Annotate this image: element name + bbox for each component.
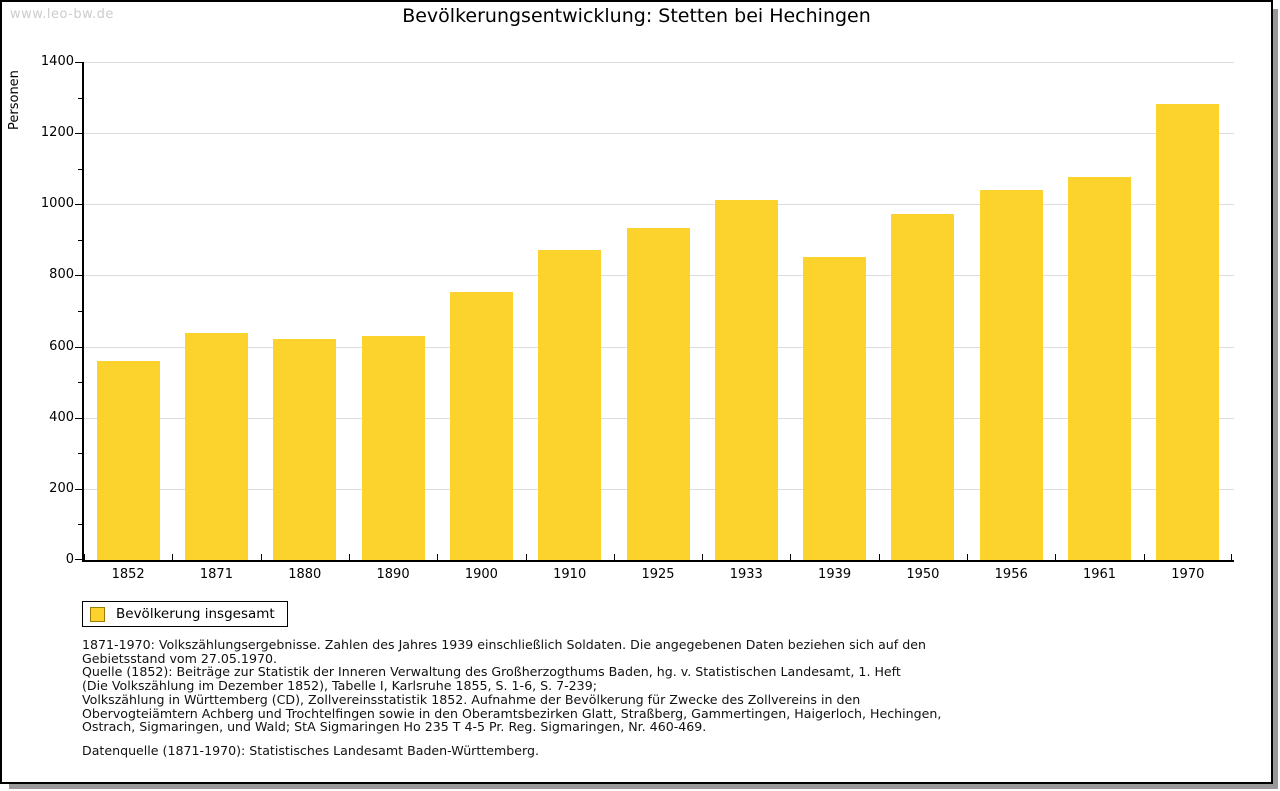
x-axis-label-1890: 1890 <box>376 567 410 582</box>
y-tick-minor-300 <box>78 453 82 455</box>
footnote-line-4: (Die Volkszählung im Dezember 1852), Tab… <box>82 678 597 694</box>
bar-1925 <box>626 228 690 560</box>
y-tick-major-1400 <box>75 62 82 63</box>
x-tick-5 <box>525 554 527 560</box>
watermark: www.leo-bw.de <box>10 7 114 22</box>
x-tick-7 <box>702 554 704 560</box>
y-tick-major-600 <box>75 346 82 348</box>
x-tick-0 <box>84 554 85 560</box>
y-tick-major-1200 <box>75 133 82 135</box>
x-tick-2 <box>260 554 262 560</box>
x-axis-label-1950: 1950 <box>906 567 940 582</box>
legend-swatch-icon <box>90 606 105 622</box>
footnote-line-2: Gebietsstand vom 27.05.1970. <box>82 650 277 666</box>
x-axis-label-1933: 1933 <box>729 567 763 582</box>
x-axis-label-1910: 1910 <box>553 567 587 582</box>
footnote-line-3: Quelle (1852): Beiträge zur Statistik de… <box>82 664 901 680</box>
legend: Bevölkerung insgesamt <box>82 601 288 627</box>
bar-1950 <box>891 214 955 560</box>
y-axis-label-800: 800 <box>49 267 74 283</box>
bar-1910 <box>538 250 602 560</box>
x-tick-12 <box>1143 554 1145 560</box>
y-axis-title: Personen <box>7 70 22 130</box>
y-tick-minor-1100 <box>78 168 82 170</box>
footnote-line-1: 1871-1970: Volkszählungsergebnisse. Zahl… <box>82 637 926 652</box>
y-tick-major-0 <box>75 559 82 560</box>
footnote-line-7: Ostrach, Sigmaringen, und Wald; StA Sigm… <box>82 719 707 735</box>
y-axis-label-0: 0 <box>65 552 74 567</box>
y-tick-major-800 <box>75 275 82 277</box>
y-tick-minor-900 <box>78 239 82 241</box>
x-axis-label-1900: 1900 <box>464 567 498 582</box>
x-tick-3 <box>348 554 350 560</box>
y-axis-label-1200: 1200 <box>40 125 74 141</box>
y-tick-major-1000 <box>75 204 82 206</box>
y-axis-label-1400: 1400 <box>40 54 74 69</box>
bar-1900 <box>449 291 513 560</box>
footnote-line-5: Volkszählung in Württemberg (CD), Zollve… <box>82 691 861 707</box>
y-tick-minor-700 <box>78 311 82 312</box>
bar-1880 <box>273 338 337 560</box>
x-tick-1 <box>172 554 174 560</box>
gridline-1200 <box>84 133 1234 135</box>
x-axis-label-1925: 1925 <box>641 567 675 582</box>
bar-1933 <box>714 200 778 560</box>
legend-label: Bevölkerung insgesamt <box>116 606 275 622</box>
bar-1970 <box>1156 103 1220 560</box>
x-tick-6 <box>613 554 615 560</box>
y-axis-label-200: 200 <box>49 480 74 496</box>
x-axis-label-1961: 1961 <box>1082 567 1117 582</box>
x-tick-8 <box>790 554 792 560</box>
y-axis-label-1000: 1000 <box>40 196 74 212</box>
x-axis-label-1939: 1939 <box>818 567 852 582</box>
bar-1961 <box>1068 177 1132 560</box>
bar-1939 <box>803 256 867 560</box>
x-tick-11 <box>1055 554 1057 560</box>
y-axis-label-600: 600 <box>49 338 74 354</box>
plot-area <box>75 62 1234 562</box>
chart-title: Bevölkerungsentwicklung: Stetten bei Hec… <box>402 5 871 27</box>
x-axis-label-1871: 1871 <box>199 567 233 582</box>
x-axis-label-1880: 1880 <box>288 567 322 582</box>
x-axis-label-1956: 1956 <box>994 567 1028 582</box>
x-tick-10 <box>967 554 969 560</box>
y-tick-major-400 <box>75 417 82 419</box>
footnote-line-6: Obervogteiämtern Achberg und Trochtelfin… <box>82 705 942 721</box>
x-tick-4 <box>437 554 439 560</box>
bar-1890 <box>361 335 425 560</box>
bar-1871 <box>184 332 248 560</box>
gridline-1400 <box>84 62 1234 63</box>
gridline-1000 <box>84 204 1234 206</box>
y-tick-major-200 <box>75 488 82 490</box>
x-axis-label-1970: 1970 <box>1171 567 1205 582</box>
x-axis-label-1852: 1852 <box>111 567 145 582</box>
y-tick-minor-500 <box>78 382 82 384</box>
y-axis-label-400: 400 <box>49 409 74 425</box>
footnotes: 1871-1970: Volkszählungsergebnisse. Zahl… <box>82 638 1212 734</box>
bar-1956 <box>979 190 1043 560</box>
x-tick-9 <box>878 554 880 560</box>
bar-1852 <box>96 360 160 560</box>
x-tick-13 <box>1231 554 1232 560</box>
y-tick-minor-1300 <box>78 97 82 99</box>
y-tick-minor-100 <box>78 524 82 526</box>
datasource-line: Datenquelle (1871-1970): Statistisches L… <box>82 743 539 758</box>
